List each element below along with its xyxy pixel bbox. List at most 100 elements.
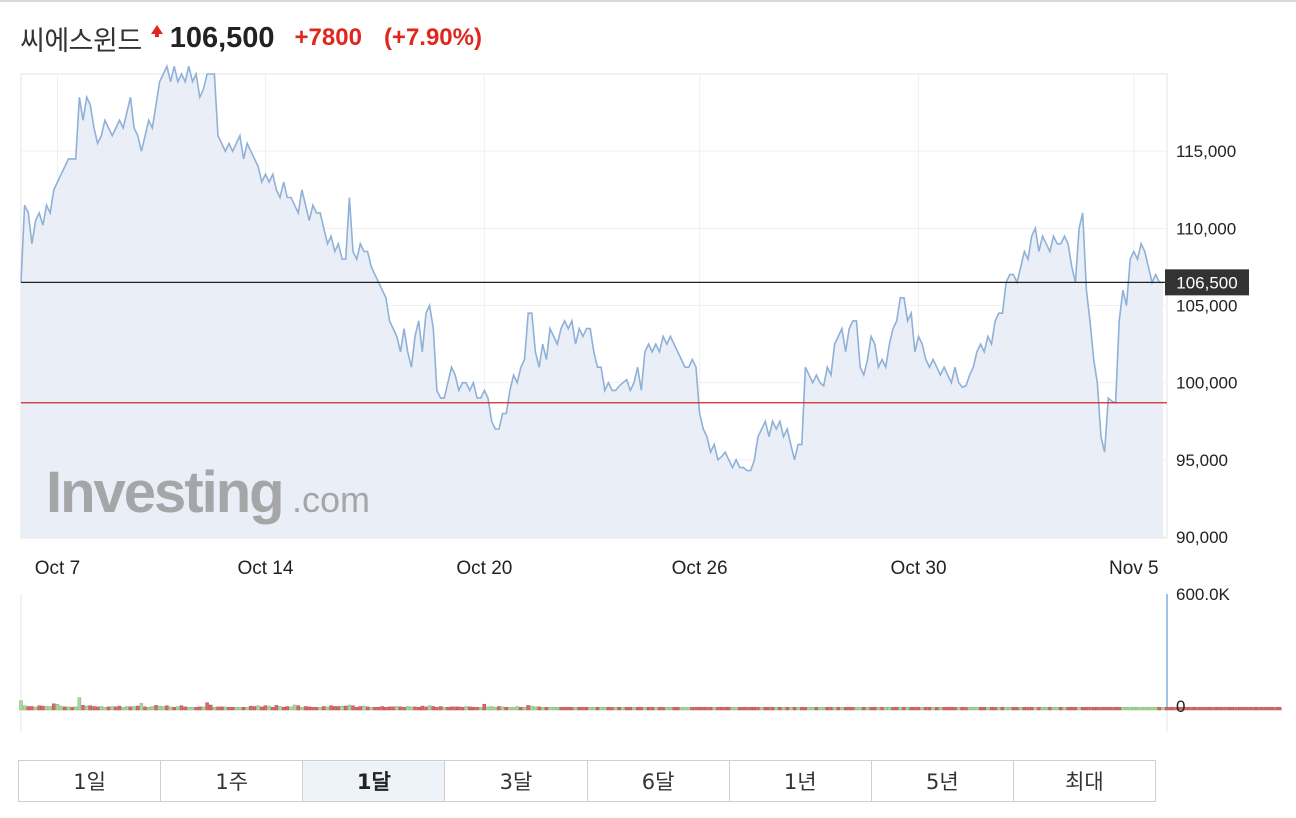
volume-axis-ticks: 600.0K 0 xyxy=(1176,585,1231,716)
volume-tick-label: 0 xyxy=(1176,697,1185,716)
volume-bar xyxy=(1070,707,1074,711)
volume-bar xyxy=(303,706,308,711)
volume-bar xyxy=(398,706,403,711)
volume-bar xyxy=(1237,707,1242,711)
volume-bar xyxy=(716,707,720,711)
y-axis-ticks: 90,000 95,000 100,000 105,000 110,000 115,000 xyxy=(1176,142,1237,547)
volume-bar xyxy=(1102,707,1107,711)
volume-bar xyxy=(187,707,191,711)
volume-bar xyxy=(508,707,512,711)
volume-bar xyxy=(989,707,994,711)
volume-bar xyxy=(482,703,487,711)
volume-bar xyxy=(745,707,749,711)
volume-bar xyxy=(1179,707,1183,711)
volume-bar xyxy=(1186,707,1191,711)
volume-bar xyxy=(588,707,592,711)
volume-bar xyxy=(617,707,622,711)
volume-bar xyxy=(814,707,819,711)
volume-bar xyxy=(1197,707,1202,711)
volume-bar xyxy=(325,706,330,711)
volume-bar xyxy=(343,705,348,711)
tab-1-week[interactable]: 1주 xyxy=(161,761,304,801)
volume-bar xyxy=(292,704,297,711)
tab-max[interactable]: 최대 xyxy=(1065,770,1104,794)
tab-1-month[interactable]: 1달 xyxy=(303,761,446,801)
volume-bar xyxy=(701,707,706,711)
volume-bar xyxy=(311,707,315,711)
volume-bar xyxy=(854,707,859,711)
volume-bar xyxy=(1055,707,1059,711)
volume-bar xyxy=(336,706,341,711)
volume-bar xyxy=(245,707,249,711)
volume-bar xyxy=(526,705,530,711)
current-price: 106,500 xyxy=(169,21,275,54)
volume-bar xyxy=(920,707,924,711)
volume-bar xyxy=(1051,707,1056,711)
price-change: +7800 xyxy=(294,24,362,51)
tab-3-months[interactable]: 3달 xyxy=(445,761,588,801)
volume-bar xyxy=(789,707,793,711)
volume-bar xyxy=(497,706,501,711)
volume-bar xyxy=(570,707,574,711)
volume-bar xyxy=(1059,707,1063,711)
volume-bar xyxy=(453,706,457,711)
volume-bar xyxy=(573,707,578,711)
volume-bar xyxy=(1241,707,1245,711)
volume-bar xyxy=(256,705,260,711)
tab-6-months[interactable]: 6달 xyxy=(588,761,730,801)
volume-bar xyxy=(99,706,103,711)
volume-bar xyxy=(880,707,884,711)
volume-bar xyxy=(898,707,903,711)
volume-bar xyxy=(603,707,607,711)
volume-bar xyxy=(212,707,217,711)
volume-bar xyxy=(1011,707,1016,711)
volume-bar xyxy=(179,705,184,711)
volume-bar xyxy=(924,707,928,711)
volume-bar xyxy=(252,706,257,711)
volume-bar xyxy=(997,707,1001,711)
tab-5-years[interactable]: 5년 xyxy=(872,761,1014,801)
volume-bar xyxy=(781,707,786,711)
volume-bar xyxy=(858,707,862,711)
tab-1-year[interactable]: 1년 xyxy=(730,761,872,801)
volume-bar xyxy=(161,706,166,711)
volume-bar xyxy=(665,707,669,711)
volume-bar xyxy=(1168,707,1173,711)
volume-bar xyxy=(865,707,870,711)
volume-bar xyxy=(719,707,724,711)
volume-bar xyxy=(1073,707,1078,711)
volume-bar xyxy=(1234,707,1238,711)
volume-bar xyxy=(354,707,359,711)
volume-bar xyxy=(748,707,753,711)
volume-bar xyxy=(891,707,895,711)
volume-bar xyxy=(1263,707,1267,711)
volume-bar xyxy=(1088,707,1092,711)
price-area xyxy=(21,66,1163,538)
volume-bar xyxy=(460,707,465,711)
volume-bar xyxy=(1219,707,1224,711)
volume-bar xyxy=(362,705,366,711)
volume-bar xyxy=(165,705,169,711)
volume-bar xyxy=(639,707,643,711)
volume-bar xyxy=(964,707,968,711)
tab-1-day[interactable]: 1일 xyxy=(19,761,162,801)
volume-bar xyxy=(322,706,326,711)
volume-bar xyxy=(478,707,483,711)
volume-bar xyxy=(1230,707,1235,711)
volume-bar xyxy=(333,706,337,711)
volume-bar xyxy=(584,707,589,711)
volume-bar xyxy=(610,707,614,711)
volume-bar xyxy=(431,706,436,711)
volume-bar xyxy=(1248,707,1253,711)
volume-bar xyxy=(146,707,151,711)
volume-bar xyxy=(686,707,691,711)
volume-bar xyxy=(33,706,38,711)
volume-bar xyxy=(135,705,140,711)
volume-bar xyxy=(1150,707,1154,711)
price-chart[interactable]: Investing .com 90,000 95,000 100,000 105,00… xyxy=(0,60,1296,740)
volume-bar xyxy=(1142,707,1147,711)
volume-bar xyxy=(500,706,505,711)
volume-bar xyxy=(544,707,549,711)
x-tick-label: Oct 30 xyxy=(891,558,947,579)
y-tick-label: 110,000 xyxy=(1176,219,1236,238)
